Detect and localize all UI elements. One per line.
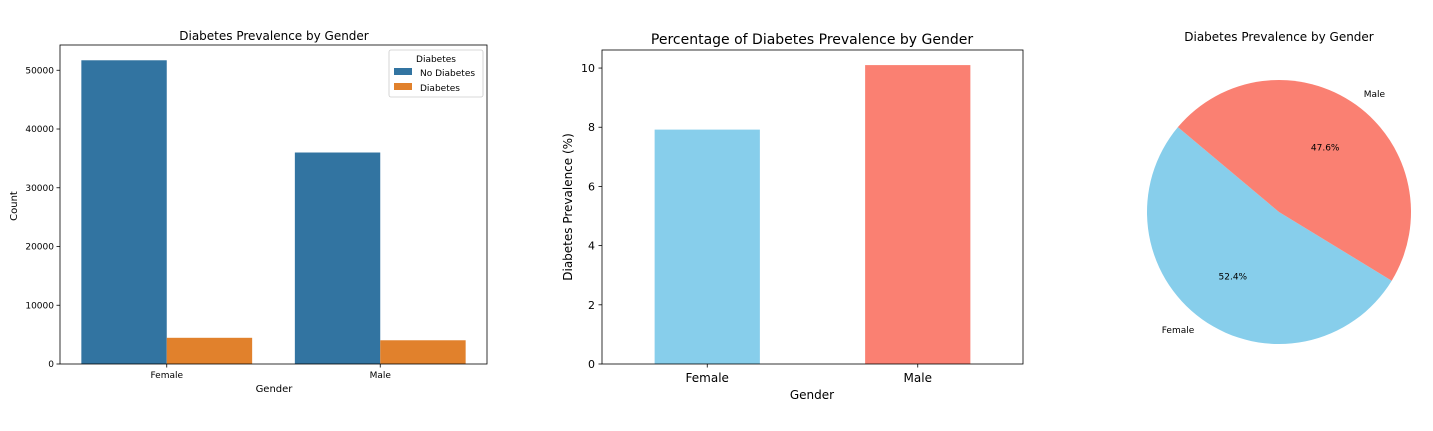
bar-male-no-diabetes bbox=[294, 152, 381, 364]
x-tick-label: Female bbox=[150, 371, 183, 381]
bar-male-diabetes bbox=[380, 340, 466, 364]
legend-swatch-diabetes bbox=[394, 83, 412, 90]
chart3-title: Diabetes Prevalence by Gender bbox=[1184, 30, 1374, 44]
pie-label-female: Female bbox=[1162, 326, 1195, 336]
y-tick-label: 30000 bbox=[25, 184, 54, 194]
bar-female-diabetes bbox=[166, 337, 253, 364]
pie-slice-female bbox=[1147, 127, 1392, 344]
pie-chart: Diabetes Prevalence by Gender Female 52.4… bbox=[1147, 30, 1412, 344]
pie-pct-male: 47.6% bbox=[1311, 144, 1340, 154]
chart1-bars bbox=[81, 60, 466, 364]
chart2-bars bbox=[654, 65, 971, 364]
x-tick-label: Male bbox=[370, 371, 392, 381]
y-tick-label: 50000 bbox=[25, 66, 54, 76]
legend-title: Diabetes bbox=[416, 55, 456, 65]
chart1-ylabel: Count bbox=[9, 191, 20, 221]
count-bar-chart: Diabetes Prevalence by Gender Gender Cou… bbox=[9, 29, 488, 395]
y-tick-label: 4 bbox=[588, 240, 595, 253]
chart1-title: Diabetes Prevalence by Gender bbox=[179, 29, 369, 43]
chart2-xlabel: Gender bbox=[790, 388, 834, 402]
bar-female-no-diabetes bbox=[81, 60, 167, 364]
pie-label-male: Male bbox=[1364, 90, 1386, 100]
chart1-legend: Diabetes No Diabetes Diabetes bbox=[388, 49, 484, 98]
plot-frame bbox=[601, 49, 1024, 365]
pie-slice-male bbox=[1177, 79, 1412, 281]
y-tick-label: 10000 bbox=[25, 301, 54, 311]
chart2-ylabel: Diabetes Prevalence (%) bbox=[561, 133, 575, 281]
legend-swatch-no-diabetes bbox=[394, 68, 412, 75]
bar-male bbox=[865, 65, 971, 364]
x-tick-label: Female bbox=[686, 371, 729, 385]
percentage-bar-chart: Percentage of Diabetes Prevalence by Gen… bbox=[561, 32, 1024, 402]
x-tick-label: Male bbox=[904, 371, 932, 385]
legend-frame bbox=[388, 49, 484, 98]
y-tick-label: 6 bbox=[588, 180, 595, 193]
chart1-xlabel: Gender bbox=[256, 384, 294, 395]
chart2-axes: Female Male 0 2 4 6 8 10 bbox=[581, 49, 1024, 385]
y-tick-label: 20000 bbox=[25, 243, 54, 253]
y-tick-label: 40000 bbox=[25, 125, 54, 135]
chart1-axes: Female Male 0 10000 20000 30000 40000 50000 bbox=[25, 44, 488, 381]
pie-slices: Female 52.4% Male 47.6% bbox=[1147, 79, 1412, 344]
y-tick-label: 2 bbox=[588, 299, 595, 312]
bar-female bbox=[654, 129, 760, 364]
y-tick-label: 10 bbox=[581, 62, 595, 75]
y-tick-label: 8 bbox=[588, 121, 595, 134]
chart2-title: Percentage of Diabetes Prevalence by Gen… bbox=[651, 32, 973, 48]
legend-label-no-diabetes: No Diabetes bbox=[420, 69, 475, 79]
pie-pct-female: 52.4% bbox=[1219, 272, 1248, 282]
legend-label-diabetes: Diabetes bbox=[420, 84, 460, 94]
plot-frame bbox=[59, 44, 488, 365]
y-tick-label: 0 bbox=[48, 360, 54, 370]
y-tick-label: 0 bbox=[588, 358, 595, 371]
